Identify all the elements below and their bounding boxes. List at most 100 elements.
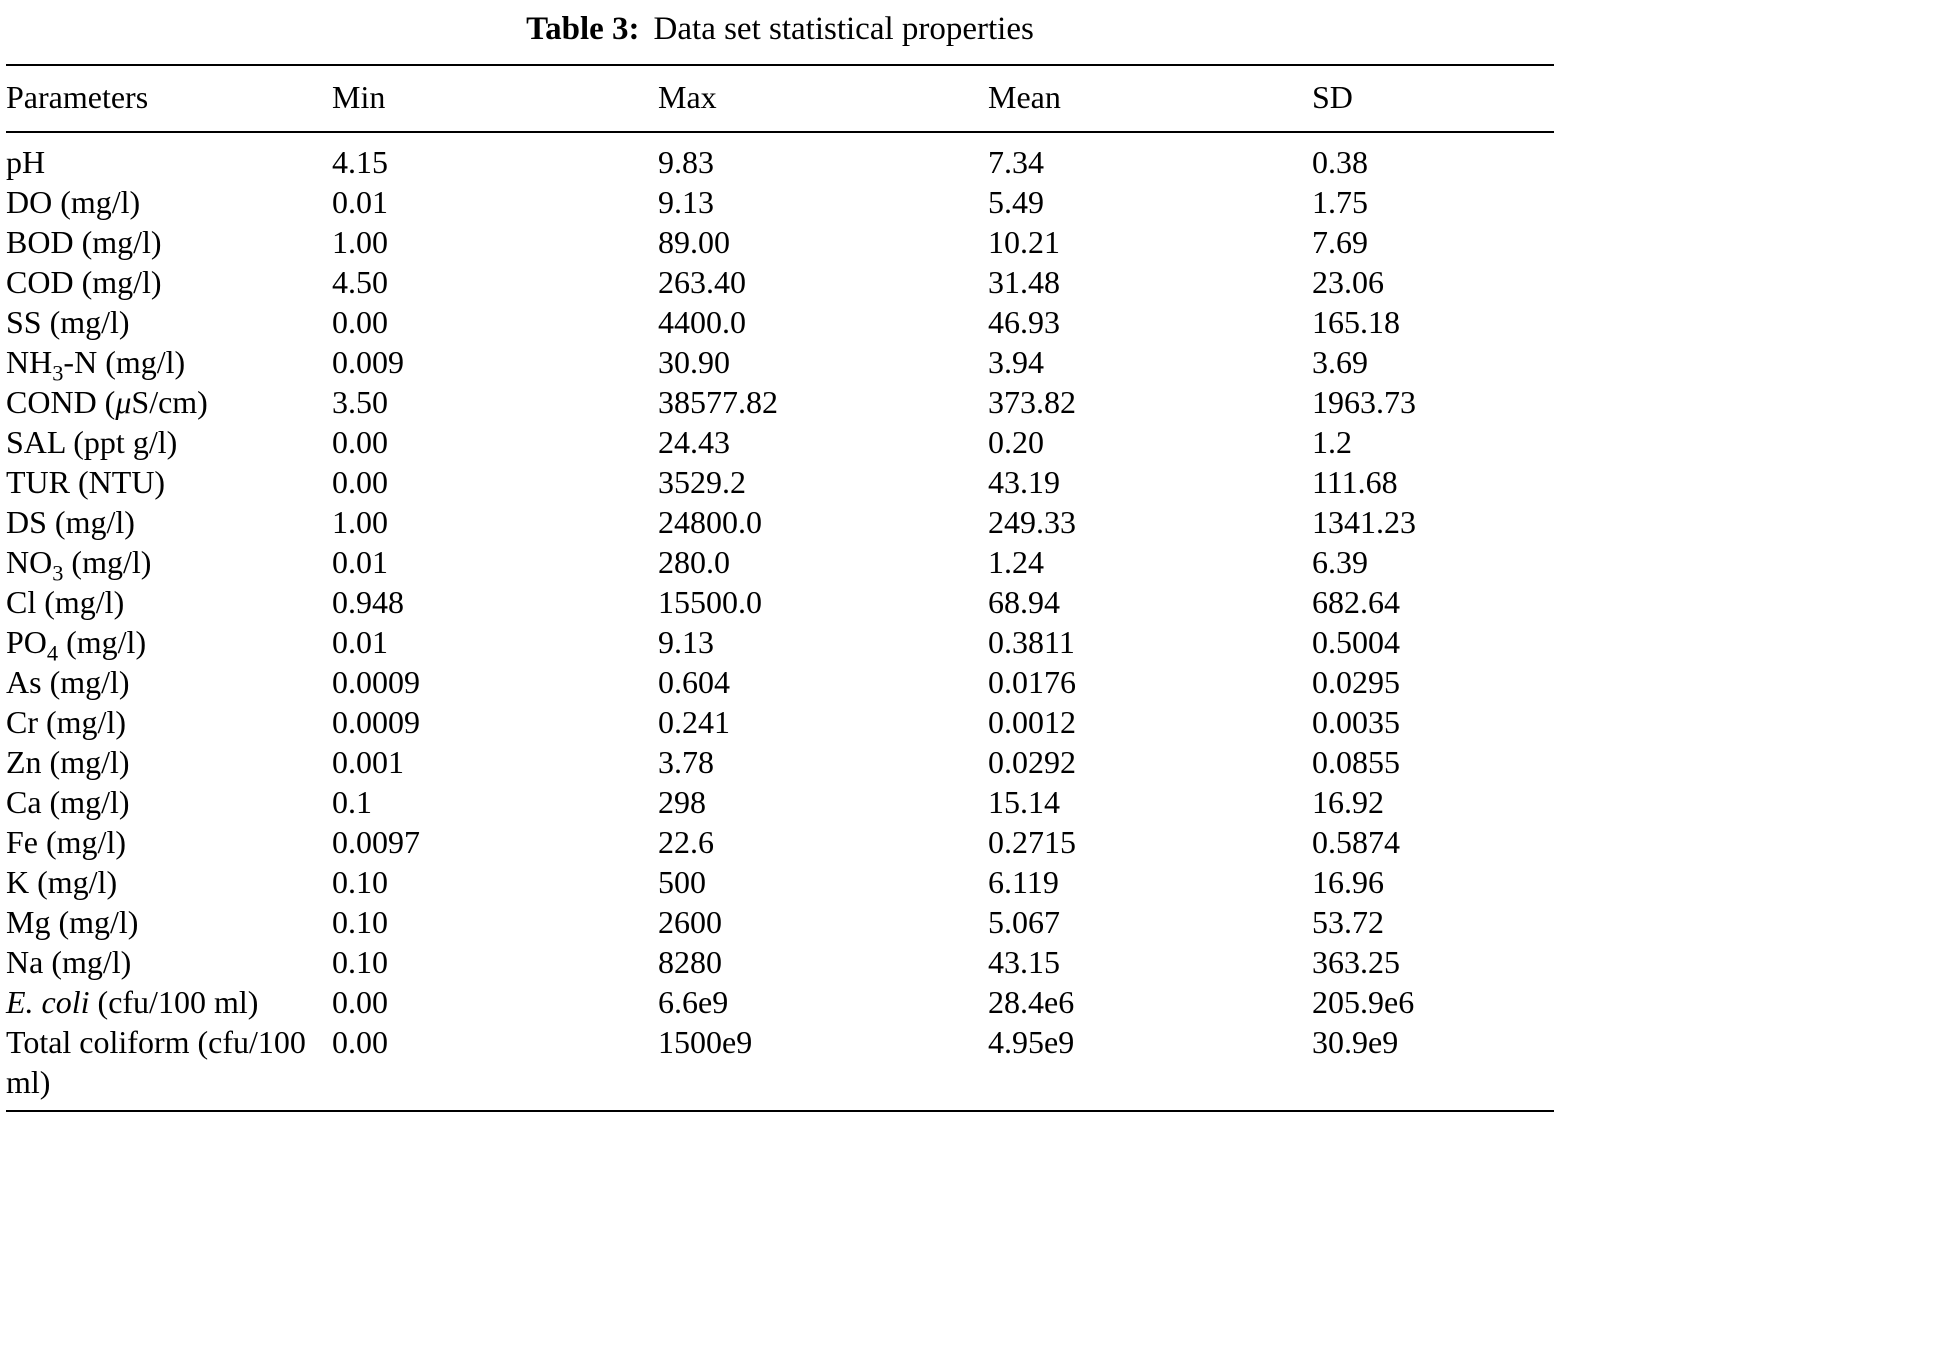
value-cell: 1.75 bbox=[1312, 184, 1368, 220]
value-cell: 0.001 bbox=[332, 744, 404, 780]
table-row: DO (mg/l) 0.01 9.13 5.49 1.75 bbox=[6, 182, 1554, 222]
value-cell: 0.604 bbox=[658, 664, 730, 700]
value-cell: 0.0295 bbox=[1312, 664, 1400, 700]
table-row: BOD (mg/l) 1.00 89.00 10.21 7.69 bbox=[6, 222, 1554, 262]
table-row: K (mg/l) 0.10 500 6.119 16.96 bbox=[6, 862, 1554, 902]
parameter-cell: pH bbox=[6, 144, 46, 180]
value-cell: 0.20 bbox=[988, 424, 1044, 460]
value-cell: 5.067 bbox=[988, 904, 1060, 940]
parameter-cell: NO3 (mg/l) bbox=[6, 544, 152, 586]
table-row: COND (μS/cm) 3.50 38577.82 373.82 1963.73 bbox=[6, 382, 1554, 422]
value-cell: 4.15 bbox=[332, 144, 388, 180]
parameter-cell: SS (mg/l) bbox=[6, 304, 130, 340]
column-header-mean: Mean bbox=[988, 79, 1061, 115]
table-caption: Table 3: Data set statistical properties bbox=[6, 8, 1554, 50]
parameter-cell: COD (mg/l) bbox=[6, 264, 162, 300]
value-cell: 4.95e9 bbox=[988, 1024, 1075, 1060]
table-header: Parameters Min Max Mean SD bbox=[6, 65, 1554, 132]
value-cell: 0.00 bbox=[332, 424, 388, 460]
statistics-table: Parameters Min Max Mean SD pH 4.15 9.83 7.34 0.3… bbox=[6, 64, 1554, 1112]
value-cell: 0.38 bbox=[1312, 144, 1368, 180]
table-row: COD (mg/l) 4.50 263.40 31.48 23.06 bbox=[6, 262, 1554, 302]
value-cell: 53.72 bbox=[1312, 904, 1384, 940]
value-cell: 0.5874 bbox=[1312, 824, 1400, 860]
value-cell: 280.0 bbox=[658, 544, 730, 580]
table-row: Total coliform (cfu/100 ml) 0.00 1500e9 4.9… bbox=[6, 1022, 1554, 1111]
value-cell: 0.0176 bbox=[988, 664, 1076, 700]
table-row: DS (mg/l) 1.00 24800.0 249.33 1341.23 bbox=[6, 502, 1554, 542]
table-row: Ca (mg/l) 0.1 298 15.14 16.92 bbox=[6, 782, 1554, 822]
table-caption-label: Table 3: bbox=[526, 11, 640, 47]
parameter-cell: Mg (mg/l) bbox=[6, 904, 139, 940]
value-cell: 1.2 bbox=[1312, 424, 1352, 460]
table-row: PO4 (mg/l) 0.01 9.13 0.3811 0.5004 bbox=[6, 622, 1554, 666]
value-cell: 46.93 bbox=[988, 304, 1060, 340]
parameter-cell: PO4 (mg/l) bbox=[6, 624, 147, 666]
table-row: TUR (NTU) 0.00 3529.2 43.19 111.68 bbox=[6, 462, 1554, 502]
value-cell: 263.40 bbox=[658, 264, 746, 300]
value-cell: 7.69 bbox=[1312, 224, 1368, 260]
table-row: Fe (mg/l) 0.0097 22.6 0.2715 0.5874 bbox=[6, 822, 1554, 862]
value-cell: 5.49 bbox=[988, 184, 1044, 220]
value-cell: 205.9e6 bbox=[1312, 984, 1415, 1020]
value-cell: 22.6 bbox=[658, 824, 714, 860]
value-cell: 0.10 bbox=[332, 904, 388, 940]
value-cell: 0.5004 bbox=[1312, 624, 1400, 660]
parameter-cell: Total coliform (cfu/100 ml) bbox=[6, 1024, 306, 1100]
subscript-text: 3 bbox=[52, 560, 64, 586]
value-cell: 8280 bbox=[658, 944, 722, 980]
value-cell: 0.3811 bbox=[988, 624, 1075, 660]
header-row: Parameters Min Max Mean SD bbox=[6, 65, 1554, 132]
value-cell: 0.0009 bbox=[332, 664, 420, 700]
table-row: Mg (mg/l) 0.10 2600 5.067 53.72 bbox=[6, 902, 1554, 942]
subscript-text: 4 bbox=[46, 640, 59, 666]
value-cell: 0.009 bbox=[332, 344, 404, 380]
value-cell: 24.43 bbox=[658, 424, 730, 460]
value-cell: 3529.2 bbox=[658, 464, 746, 500]
value-cell: 3.78 bbox=[658, 744, 714, 780]
value-cell: 2600 bbox=[658, 904, 722, 940]
table-body: pH 4.15 9.83 7.34 0.38 DO (mg/l) 0.01 9.13 5.49 1… bbox=[6, 132, 1554, 1111]
value-cell: 0.00 bbox=[332, 1024, 388, 1060]
parameter-cell: Cl (mg/l) bbox=[6, 584, 125, 620]
value-cell: 363.25 bbox=[1312, 944, 1400, 980]
value-cell: 28.4e6 bbox=[988, 984, 1075, 1020]
value-cell: 0.0855 bbox=[1312, 744, 1400, 780]
value-cell: 0.0035 bbox=[1312, 704, 1400, 740]
value-cell: 0.00 bbox=[332, 984, 388, 1020]
value-cell: 30.90 bbox=[658, 344, 730, 380]
value-cell: 1500e9 bbox=[658, 1024, 753, 1060]
value-cell: 6.39 bbox=[1312, 544, 1368, 580]
table-row: Cr (mg/l) 0.0009 0.241 0.0012 0.0035 bbox=[6, 702, 1554, 742]
table-row: NH3-N (mg/l) 0.009 30.90 3.94 3.69 bbox=[6, 342, 1554, 386]
value-cell: 24800.0 bbox=[658, 504, 762, 540]
paper-page: Table 3: Data set statistical properties … bbox=[6, 8, 1554, 1112]
subscript-text: 3 bbox=[52, 360, 64, 386]
table-row: E. coli (cfu/100 ml) 0.00 6.6e9 28.4e6 205.9… bbox=[6, 982, 1554, 1022]
table-row: Zn (mg/l) 0.001 3.78 0.0292 0.0855 bbox=[6, 742, 1554, 782]
value-cell: 1.00 bbox=[332, 504, 388, 540]
value-cell: 3.69 bbox=[1312, 344, 1368, 380]
value-cell: 4.50 bbox=[332, 264, 388, 300]
value-cell: 0.2715 bbox=[988, 824, 1076, 860]
column-header-parameters: Parameters bbox=[6, 79, 149, 115]
value-cell: 15500.0 bbox=[658, 584, 762, 620]
value-cell: 298 bbox=[658, 784, 706, 820]
value-cell: 682.64 bbox=[1312, 584, 1400, 620]
value-cell: 0.10 bbox=[332, 864, 388, 900]
value-cell: 3.94 bbox=[988, 344, 1044, 380]
value-cell: 0.948 bbox=[332, 584, 404, 620]
value-cell: 15.14 bbox=[988, 784, 1060, 820]
value-cell: 38577.82 bbox=[658, 384, 778, 420]
value-cell: 9.13 bbox=[658, 624, 714, 660]
value-cell: 0.0009 bbox=[332, 704, 420, 740]
table-row: Na (mg/l) 0.10 8280 43.15 363.25 bbox=[6, 942, 1554, 982]
value-cell: 1.24 bbox=[988, 544, 1044, 580]
value-cell: 43.19 bbox=[988, 464, 1060, 500]
value-cell: 0.0012 bbox=[988, 704, 1076, 740]
value-cell: 16.92 bbox=[1312, 784, 1384, 820]
value-cell: 1341.23 bbox=[1312, 504, 1416, 540]
value-cell: 10.21 bbox=[988, 224, 1060, 260]
value-cell: 1.00 bbox=[332, 224, 388, 260]
parameter-cell: Fe (mg/l) bbox=[6, 824, 126, 860]
